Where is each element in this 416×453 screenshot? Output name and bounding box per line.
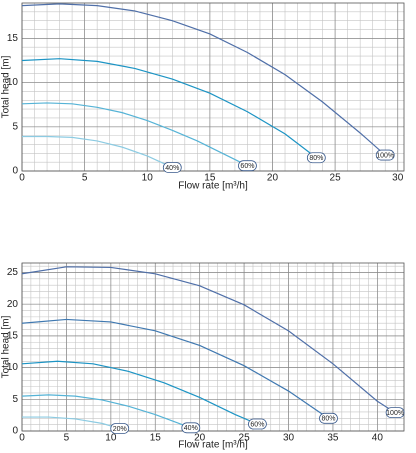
- series-label: 60%: [248, 418, 267, 430]
- x-tick-label: 0: [19, 173, 25, 184]
- x-axis-title: Flow rate [m³/h]: [178, 440, 248, 451]
- series-label: 100%: [385, 407, 405, 419]
- series-name: 60%: [250, 421, 264, 428]
- x-tick-label: 5: [64, 433, 70, 444]
- label-box: [319, 412, 338, 424]
- y-tick-label: 10: [7, 362, 19, 373]
- x-axis-title: Flow rate [m³/h]: [178, 181, 248, 192]
- label-box: [375, 149, 395, 161]
- curve: [22, 416, 120, 430]
- label-box: [110, 423, 130, 434]
- y-tick-label: 5: [12, 121, 18, 132]
- series-name: 80%: [309, 155, 323, 162]
- label-box: [162, 162, 182, 173]
- series-name: 20%: [113, 426, 127, 433]
- label-box: [385, 407, 405, 419]
- series-label: 40%: [181, 422, 201, 434]
- x-tick-label: 30: [283, 433, 295, 444]
- y-tick-label: 25: [7, 267, 19, 278]
- y-axis-title: Total head [m]: [1, 55, 12, 118]
- y-tick-label: 0: [12, 426, 18, 437]
- y-tick-label: 15: [7, 331, 19, 342]
- series-name: 40%: [184, 425, 198, 432]
- x-tick-label: 20: [194, 433, 206, 444]
- x-tick-label: 30: [392, 173, 404, 184]
- series-label: 20%: [110, 423, 130, 434]
- curve: [21, 102, 248, 167]
- x-tick-label: 40: [372, 433, 384, 444]
- label-box: [238, 160, 257, 172]
- series-label: 40%: [162, 162, 182, 173]
- label-box: [306, 152, 326, 164]
- x-tick-label: 35: [327, 433, 339, 444]
- series-label: 80%: [319, 412, 338, 424]
- y-tick-label: 20: [7, 299, 19, 310]
- x-tick-label: 10: [142, 173, 154, 184]
- curve: [21, 394, 192, 429]
- x-tick-label: 5: [82, 173, 88, 184]
- y-tick-label: 10: [7, 77, 19, 88]
- series-label: 60%: [238, 160, 257, 172]
- series-name: 60%: [240, 163, 254, 170]
- y-tick-label: 15: [7, 33, 19, 44]
- label-box: [181, 422, 201, 434]
- x-tick-label: 20: [267, 173, 279, 184]
- plot-frame: [21, 262, 405, 432]
- y-tick-label: 0: [12, 166, 18, 177]
- y-axis-title: Total head [m]: [1, 315, 12, 378]
- series-name: 100%: [376, 152, 394, 159]
- series-name: 100%: [386, 410, 404, 417]
- plot-frame: [21, 2, 405, 172]
- x-tick-label: 25: [239, 433, 251, 444]
- curve: [21, 360, 258, 425]
- x-tick-label: 15: [204, 173, 216, 184]
- curve: [22, 135, 173, 169]
- curve: [21, 318, 329, 419]
- y-tick-label: 5: [12, 394, 18, 405]
- curve: [21, 58, 317, 159]
- x-tick-label: 10: [105, 433, 117, 444]
- x-tick-label: 15: [150, 433, 162, 444]
- series-name: 40%: [165, 165, 179, 172]
- curve: [21, 3, 386, 156]
- series-label: 100%: [375, 149, 395, 161]
- curve: [21, 266, 396, 414]
- series-name: 80%: [321, 416, 335, 423]
- label-box: [248, 418, 267, 430]
- series-label: 80%: [306, 152, 326, 164]
- x-tick-label: 0: [19, 433, 25, 444]
- x-tick-label: 25: [330, 173, 342, 184]
